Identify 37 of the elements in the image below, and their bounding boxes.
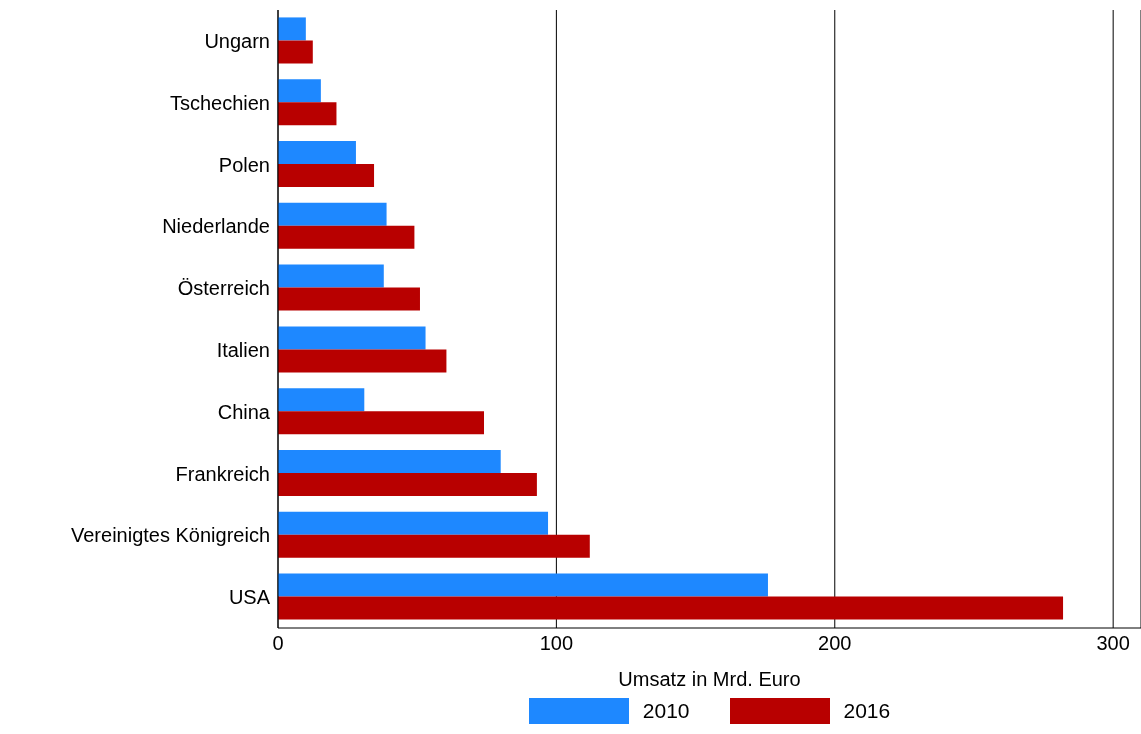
x-tick-label: 300: [1096, 632, 1130, 655]
legend-label: 2010: [642, 699, 690, 723]
y-tick-label: Polen: [218, 153, 270, 176]
bar: [278, 17, 306, 41]
bar: [278, 141, 356, 165]
x-axis-title: Umsatz in Mrd. Euro: [618, 668, 801, 690]
y-tick-label: Niederlande: [162, 215, 270, 238]
y-tick-label: Italien: [216, 339, 270, 361]
bar: [278, 450, 501, 474]
bar: [278, 326, 426, 350]
y-tick-label: USA: [228, 586, 271, 609]
bar: [278, 534, 590, 558]
bar: [278, 388, 365, 412]
y-tick-label: Ungarn: [204, 30, 270, 52]
x-tick-label: 100: [539, 632, 574, 655]
bar: [278, 349, 447, 373]
y-tick-label: China: [217, 400, 271, 423]
legend-label: 2016: [843, 699, 891, 723]
bar: [278, 411, 485, 435]
bar: [278, 511, 549, 535]
y-tick-label: Vereinigtes Königreich: [70, 524, 270, 547]
bar: [278, 287, 420, 311]
bar: [278, 102, 337, 126]
y-tick-label: Tschechien: [169, 91, 270, 114]
bar: [278, 225, 415, 249]
y-tick-label: Frankreich: [175, 462, 270, 485]
bar: [278, 473, 537, 497]
x-tick-label: 200: [818, 632, 852, 655]
bar: [278, 202, 387, 226]
x-tick-label: 0: [272, 632, 284, 655]
bar: [278, 573, 768, 597]
bar: [278, 40, 313, 64]
bar: [278, 164, 375, 188]
bar: [278, 79, 321, 103]
y-tick-label: Österreich: [177, 277, 270, 300]
bar: [278, 596, 1064, 620]
bar: [278, 264, 384, 288]
